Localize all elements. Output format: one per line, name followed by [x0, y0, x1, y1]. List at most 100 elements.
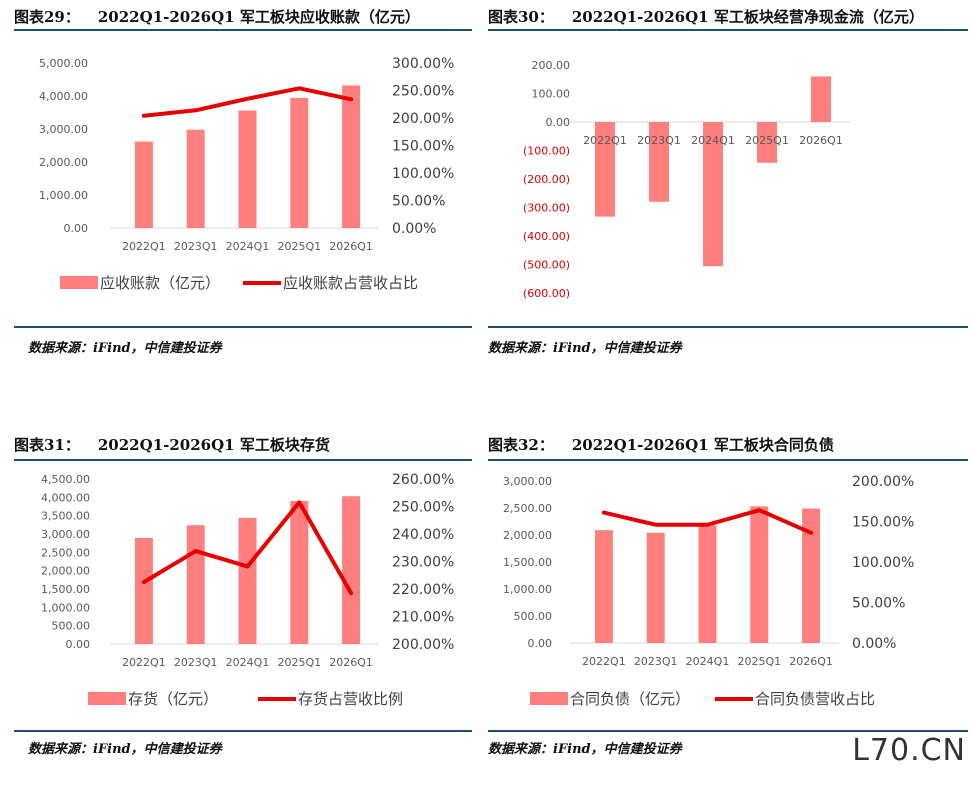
category-label: 2023Q1	[174, 656, 218, 669]
legend-bar-swatch	[88, 692, 126, 705]
legend-bar-swatch	[60, 276, 98, 289]
right-axis-tick-label: 210.00%	[392, 610, 454, 626]
title-rule	[14, 459, 472, 461]
left-axis-tick-label: 200.00	[532, 59, 571, 72]
panel-inventory: 图表31： 2022Q1-2026Q1 军工板块存货 0.00 500.00 1,00…	[0, 428, 475, 798]
source-note: 数据来源：iFind，中信建投证券	[28, 341, 222, 356]
left-axis-tick-label: 0.00	[546, 116, 571, 129]
legend-line-label: 合同负债营收占比	[755, 690, 875, 708]
bar	[811, 76, 831, 122]
ratio-line	[141, 86, 354, 118]
bar	[703, 122, 723, 267]
bar	[594, 530, 613, 643]
left-axis-tick-label: 4,000.00	[41, 491, 90, 504]
left-axis-tick-label: 3,000.00	[503, 475, 552, 488]
left-axis-tick-label: 500.00	[514, 610, 553, 623]
category-label: 2026Q1	[329, 240, 373, 253]
right-axis-tick-label: 150.00%	[392, 139, 454, 155]
bar	[238, 517, 257, 644]
left-axis-tick-label: 2,500.00	[503, 502, 552, 515]
category-label: 2024Q1	[691, 134, 735, 147]
category-label: 2025Q1	[737, 655, 781, 668]
left-axis-tick-label: (300.00)	[523, 202, 570, 215]
left-axis-tick-label: 500.00	[52, 620, 91, 633]
category-label: 2025Q1	[745, 134, 789, 147]
category-label: 2022Q1	[122, 240, 166, 253]
left-axis-tick-label: 3,000.00	[39, 123, 88, 136]
left-axis-tick-label: 2,000.00	[503, 529, 552, 542]
category-label: 2026Q1	[799, 134, 843, 147]
category-label: 2026Q1	[329, 656, 373, 669]
bar	[646, 532, 665, 643]
bar	[595, 122, 615, 217]
source-note: 数据来源：iFind，中信建投证券	[488, 742, 682, 757]
right-axis-tick-label: 250.00%	[392, 84, 454, 100]
bar	[186, 525, 205, 644]
right-axis-tick-label: 50.00%	[852, 596, 905, 612]
left-axis-tick-label: (400.00)	[523, 230, 570, 243]
ratio-line	[601, 508, 814, 535]
bar	[698, 525, 717, 643]
category-label: 2023Q1	[174, 240, 218, 253]
left-axis-tick-label: 2,000.00	[39, 156, 88, 169]
left-axis-tick-label: 5,000.00	[39, 57, 88, 70]
title-rule	[488, 459, 968, 461]
source-rule	[14, 326, 472, 328]
right-axis-tick-label: 200.00%	[392, 637, 454, 653]
left-axis-tick-label: 3,500.00	[41, 510, 90, 523]
right-axis-tick-label: 230.00%	[392, 555, 454, 571]
right-axis-tick-label: 0.00%	[392, 221, 436, 237]
left-axis-tick-label: 0.00	[66, 638, 91, 651]
legend-bar-swatch	[530, 692, 568, 705]
source-rule	[14, 730, 472, 732]
legend-line-label: 存货占营收比例	[298, 690, 403, 708]
category-label: 2026Q1	[789, 655, 833, 668]
right-axis-tick-label: 150.00%	[852, 515, 914, 531]
chart-title: 图表29： 2022Q1-2026Q1 军工板块应收账款（亿元）	[14, 8, 420, 26]
panel-contract-liabilities: 图表32： 2022Q1-2026Q1 军工板块合同负债 0.00 500.00 1,…	[460, 428, 968, 798]
contract-liabilities-chart: 0.00 500.00 1,000.00 1,500.00 2,000.00 2,500.…	[503, 474, 914, 708]
left-axis-tick-label: 1,000.00	[503, 583, 552, 596]
right-axis-tick-label: 200.00%	[392, 111, 454, 127]
source-rule	[488, 326, 968, 328]
bar	[802, 508, 821, 643]
left-axis-tick-label: 100.00	[532, 88, 571, 101]
right-axis-tick-label: 0.00%	[852, 636, 896, 652]
category-label: 2022Q1	[582, 655, 626, 668]
left-axis-tick-label: 0.00	[64, 222, 89, 235]
legend-bar-label: 应收账款（亿元）	[100, 274, 220, 292]
inventory-chart: 0.00 500.00 1,000.00 1,500.00 2,000.00 2,500.…	[41, 472, 454, 708]
source-note: 数据来源：iFind，中信建投证券	[488, 341, 682, 356]
panel-receivables: 图表29： 2022Q1-2026Q1 军工板块应收账款（亿元） 0.00 1,00…	[0, 0, 475, 370]
chart-title: 图表31： 2022Q1-2026Q1 军工板块存货	[14, 436, 330, 454]
category-label: 2023Q1	[637, 134, 681, 147]
bar	[134, 141, 153, 228]
right-axis-tick-label: 50.00%	[392, 194, 445, 210]
source-note: 数据来源：iFind，中信建投证券	[28, 742, 222, 757]
bar	[238, 110, 257, 228]
left-axis-tick-label: 2,000.00	[41, 565, 90, 578]
category-label: 2023Q1	[634, 655, 678, 668]
left-axis-tick-label: 1,500.00	[41, 583, 90, 596]
bar	[649, 122, 669, 202]
left-axis-tick-label: (100.00)	[523, 145, 570, 158]
category-label: 2025Q1	[277, 240, 321, 253]
bar	[290, 501, 309, 644]
panel-operating-cashflow: 图表30： 2022Q1-2026Q1 军工板块经营净现金流（亿元） (600.0…	[460, 0, 968, 370]
left-axis-tick-label: 2,500.00	[41, 546, 90, 559]
left-axis-tick-label: 1,500.00	[503, 556, 552, 569]
right-axis-tick-label: 300.00%	[392, 56, 454, 72]
bar	[342, 496, 361, 644]
left-axis-tick-label: (600.00)	[523, 287, 570, 300]
legend-line-label: 应收账款占营收占比	[283, 274, 418, 292]
right-axis-tick-label: 200.00%	[852, 474, 914, 490]
left-axis-tick-label: (200.00)	[523, 173, 570, 186]
left-axis-tick-label: 1,000.00	[41, 601, 90, 614]
title-rule	[488, 29, 968, 31]
chart-title: 图表30： 2022Q1-2026Q1 军工板块经营净现金流（亿元）	[488, 8, 924, 26]
legend-bar-label: 合同负债（亿元）	[570, 690, 690, 708]
left-axis-tick-label: (500.00)	[523, 259, 570, 272]
left-axis-tick-label: 3,000.00	[41, 528, 90, 541]
receivables-chart: 0.00 1,000.00 2,000.00 3,000.00 4,000.00 5,00…	[39, 56, 454, 292]
left-axis-tick-label: 0.00	[528, 637, 553, 650]
